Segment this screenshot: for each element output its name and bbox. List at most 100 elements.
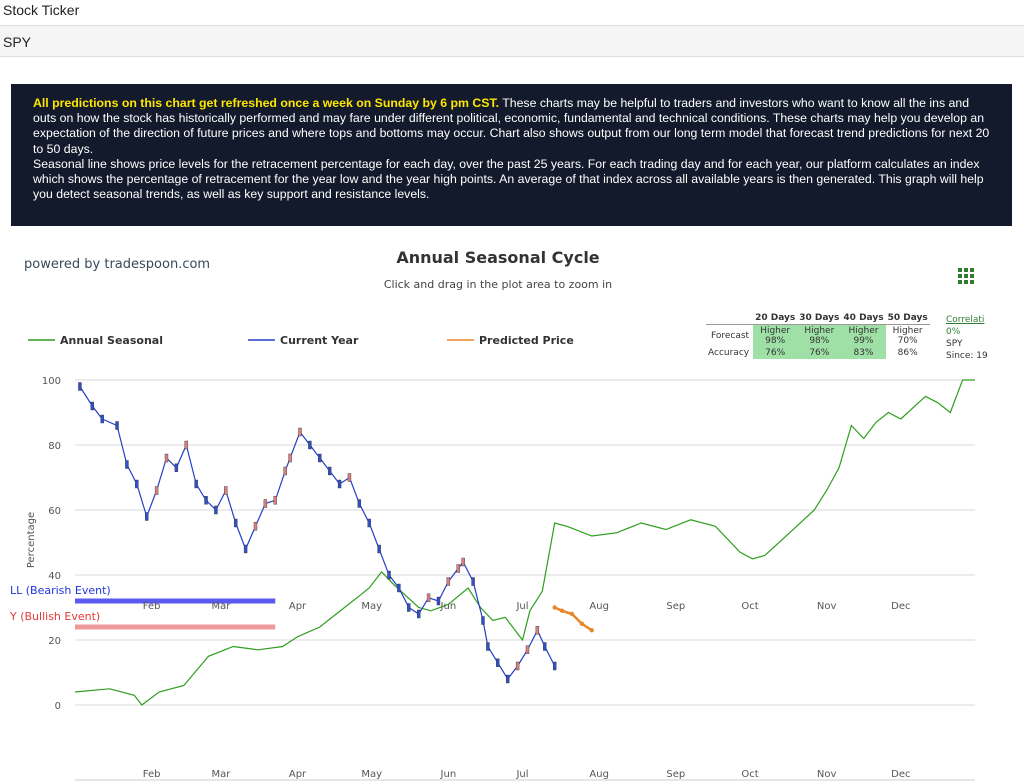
legend-item: Annual Seasonal bbox=[60, 334, 163, 347]
chart-grid bbox=[75, 379, 975, 706]
candlestick bbox=[184, 440, 188, 450]
x-tick-label-bottom: Jul bbox=[515, 769, 528, 780]
candlestick bbox=[214, 505, 218, 515]
stats-header: 30 Days bbox=[797, 312, 842, 325]
correlation-panel: Correlati 0% SPY Since: 19 bbox=[946, 314, 1024, 362]
candlestick bbox=[416, 609, 421, 619]
correlation-ticker: SPY bbox=[946, 339, 963, 349]
legend-item: Predicted Price bbox=[479, 334, 574, 347]
chart-axes: 0 20 40 60 80 100 Feb Feb Mar Mar Apr Apr May May Jun J… bbox=[42, 376, 975, 781]
accuracy-cell: 76% bbox=[753, 347, 798, 359]
ticker-input-value: SPY bbox=[3, 34, 32, 50]
candlestick bbox=[357, 499, 362, 508]
forecast-table: 20 Days 30 Days 40 Days 50 Days Forecast… bbox=[706, 312, 930, 359]
candlestick bbox=[125, 460, 129, 469]
candlestick bbox=[145, 512, 149, 521]
candlestick bbox=[377, 544, 381, 554]
candlestick bbox=[273, 496, 277, 505]
candlestick bbox=[367, 518, 371, 528]
info-highlight: All predictions on this chart get refres… bbox=[33, 96, 500, 110]
stats-header: 50 Days bbox=[885, 312, 930, 325]
y-tick-label: 80 bbox=[48, 441, 61, 452]
forecast-cell: Higher 70% bbox=[885, 324, 930, 347]
candlestick bbox=[535, 626, 540, 635]
event-label: Y (Bullish Event) bbox=[9, 610, 100, 623]
event-bands: LL (Bearish Event) Y (Bullish Event) bbox=[9, 584, 276, 630]
stats-header: 40 Days bbox=[841, 312, 886, 325]
x-tick-label-bottom: Jun bbox=[440, 769, 457, 780]
candlestick bbox=[347, 473, 352, 482]
candlestick bbox=[308, 440, 312, 450]
candlestick bbox=[90, 401, 95, 411]
candlestick bbox=[505, 674, 510, 684]
candlestick bbox=[387, 570, 391, 580]
candlestick bbox=[471, 577, 475, 586]
chart-subtitle: Click and drag in the plot area to zoom … bbox=[384, 278, 612, 291]
x-tick-label: Apr bbox=[289, 601, 307, 612]
candlestick bbox=[78, 382, 82, 391]
x-tick-label-bottom: Nov bbox=[817, 769, 837, 780]
candlestick bbox=[298, 427, 302, 437]
candlestick bbox=[481, 616, 485, 625]
x-tick-label: Dec bbox=[891, 601, 910, 612]
accuracy-row-label: Accuracy bbox=[708, 348, 750, 358]
candlestick bbox=[154, 486, 159, 495]
stats-header: 20 Days bbox=[753, 312, 798, 325]
series-line bbox=[79, 386, 556, 681]
ticker-field-label: Stock Ticker bbox=[3, 2, 80, 18]
candlestick bbox=[407, 603, 411, 612]
ticker-input[interactable]: SPY bbox=[0, 25, 1024, 57]
candlestick bbox=[436, 596, 441, 606]
correlation-link[interactable]: Correlati bbox=[946, 315, 985, 325]
candlestick bbox=[100, 414, 104, 424]
candlestick bbox=[194, 479, 198, 489]
x-tick-label: Jun bbox=[440, 601, 457, 612]
x-tick-label-bottom: Apr bbox=[289, 769, 307, 780]
accuracy-cell: 76% bbox=[797, 347, 842, 359]
info-text-2: Seasonal line shows price levels for the… bbox=[33, 156, 984, 202]
candlestick bbox=[397, 583, 401, 593]
candlestick bbox=[115, 421, 119, 430]
candlestick bbox=[174, 463, 179, 472]
candlestick bbox=[446, 577, 451, 586]
powered-by-label: powered by tradespoon.com bbox=[24, 257, 210, 272]
prediction-point bbox=[589, 628, 594, 633]
x-tick-label: Mar bbox=[211, 601, 231, 612]
candlestick bbox=[224, 486, 228, 495]
candlestick bbox=[283, 466, 287, 476]
chart-legend: Annual Seasonal Current Year Predicted Pri… bbox=[28, 334, 574, 347]
candlestick bbox=[288, 453, 292, 463]
x-tick-label: Oct bbox=[741, 601, 758, 612]
candlestick bbox=[318, 453, 322, 463]
x-tick-label-bottom: Sep bbox=[666, 769, 685, 780]
seasonal-chart[interactable]: powered by tradespoon.com Annual Seasona… bbox=[0, 235, 1024, 782]
candlestick bbox=[243, 544, 248, 554]
chart-series bbox=[74, 379, 975, 706]
prediction-point bbox=[569, 611, 575, 617]
forecast-cell: Higher 99% bbox=[841, 324, 886, 347]
y-tick-label: 20 bbox=[48, 636, 61, 647]
correlation-since: Since: 19 bbox=[946, 351, 988, 361]
candlestick bbox=[496, 658, 500, 667]
event-label: LL (Bearish Event) bbox=[10, 584, 111, 597]
info-banner: All predictions on this chart get refres… bbox=[11, 84, 1012, 226]
forecast-cell: Higher 98% bbox=[753, 324, 798, 347]
candlestick bbox=[337, 479, 342, 489]
candlestick bbox=[204, 496, 208, 505]
accuracy-cell: 83% bbox=[841, 347, 886, 359]
prediction-point bbox=[579, 621, 585, 626]
x-tick-label-bottom: Feb bbox=[143, 769, 161, 780]
candlestick bbox=[164, 453, 169, 463]
x-tick-label-bottom: Oct bbox=[741, 769, 758, 780]
candlestick bbox=[525, 645, 530, 654]
y-axis-title: Percentage bbox=[26, 512, 37, 568]
forecast-cell: Higher 98% bbox=[797, 324, 842, 347]
candlestick bbox=[135, 479, 139, 489]
x-tick-label-bottom: Mar bbox=[211, 769, 231, 780]
candlestick bbox=[461, 557, 465, 567]
grid-menu-icon[interactable] bbox=[958, 268, 976, 284]
x-tick-label: Aug bbox=[589, 601, 609, 612]
candlestick bbox=[552, 661, 557, 671]
candlestick bbox=[327, 466, 332, 476]
accuracy-cell: 86% bbox=[885, 347, 930, 359]
